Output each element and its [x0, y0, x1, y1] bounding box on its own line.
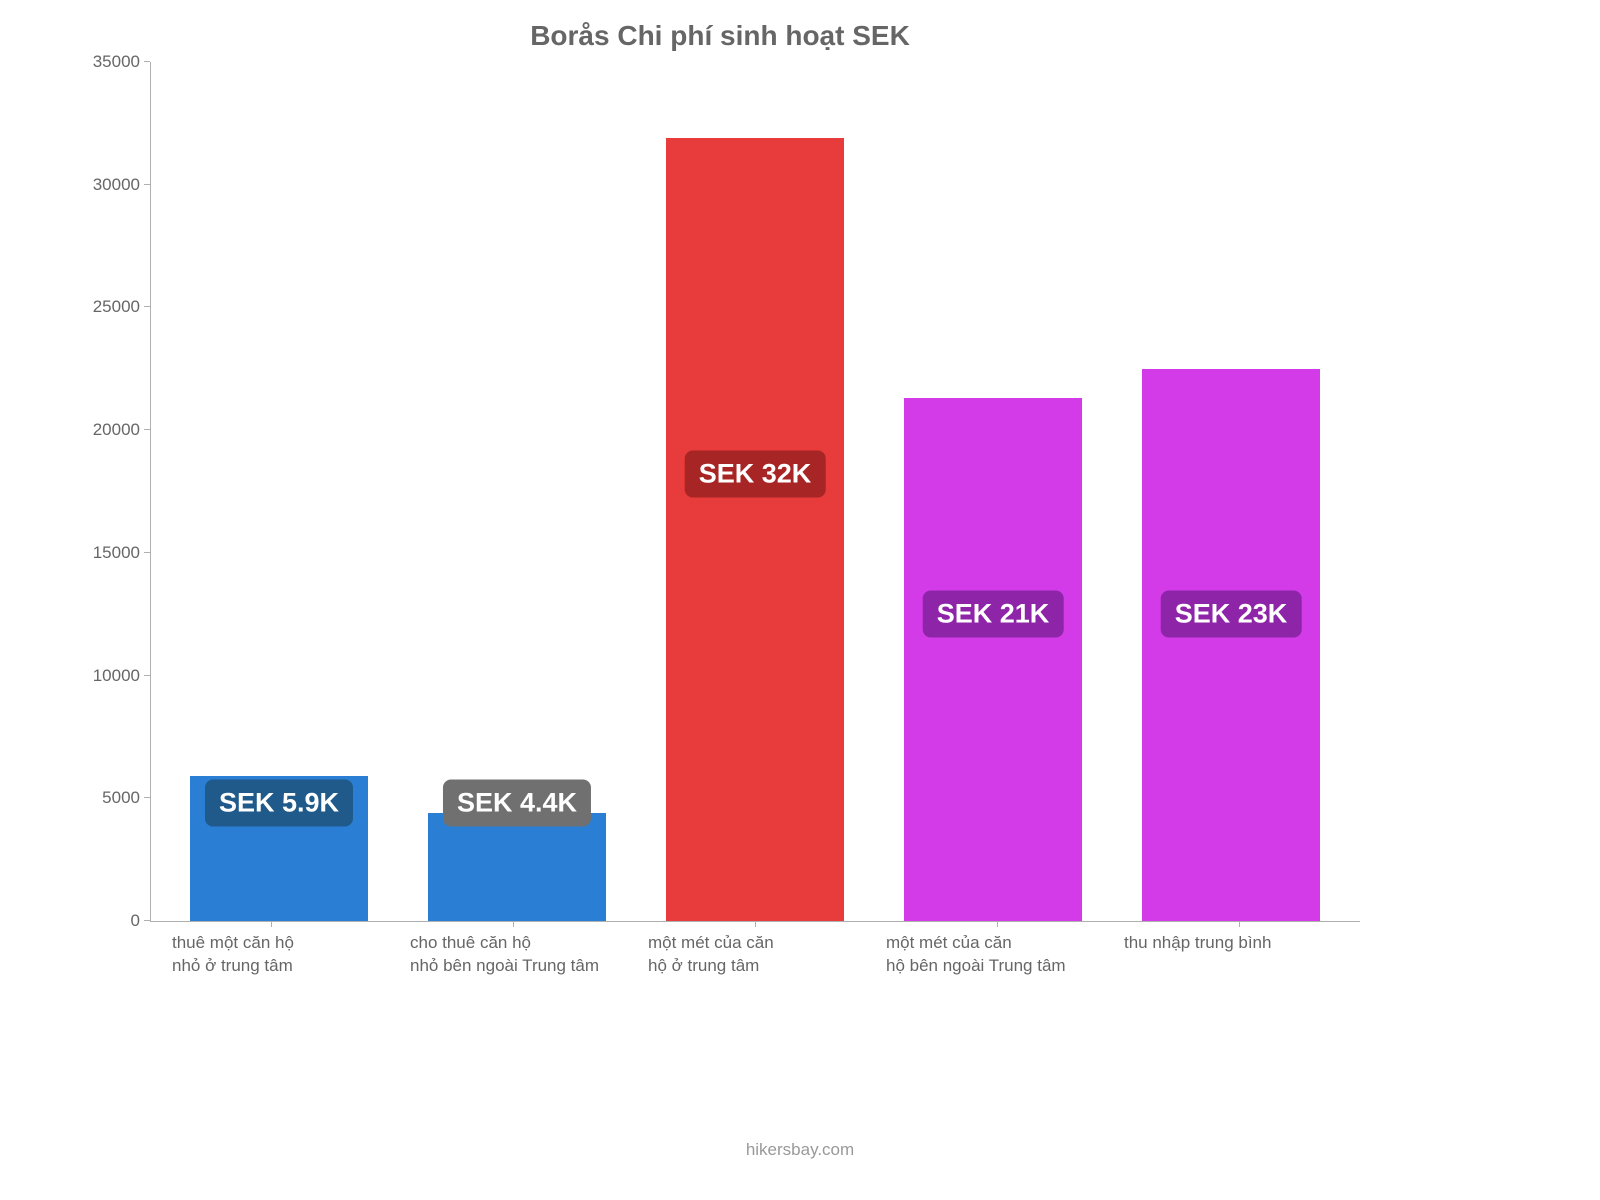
y-tick-label: 20000: [93, 420, 150, 440]
value-badge: SEK 21K: [923, 591, 1064, 638]
x-tick-mark: [755, 921, 756, 927]
value-badge: SEK 32K: [685, 451, 826, 498]
bar: [904, 398, 1083, 921]
x-tick-mark: [1239, 921, 1240, 927]
bar-slot: SEK 21K: [874, 62, 1112, 921]
y-tick-mark: [144, 306, 150, 307]
y-tick-label: 10000: [93, 666, 150, 686]
x-axis-label: thu nhập trung bình: [1112, 922, 1350, 978]
value-badge: SEK 23K: [1161, 591, 1302, 638]
y-tick-mark: [144, 184, 150, 185]
attribution-text: hikersbay.com: [746, 1140, 854, 1160]
bar: [1142, 369, 1321, 921]
y-tick-label: 35000: [93, 52, 150, 72]
value-badge: SEK 4.4K: [443, 780, 591, 827]
y-tick-mark: [144, 675, 150, 676]
bar-slot: SEK 5.9K: [160, 62, 398, 921]
bar: [666, 138, 845, 921]
x-labels-row: thuê một căn hộnhỏ ở trung tâmcho thuê c…: [150, 922, 1360, 978]
bar-slot: SEK 4.4K: [398, 62, 636, 921]
x-tick-mark: [997, 921, 998, 927]
y-tick-label: 25000: [93, 297, 150, 317]
x-tick-mark: [513, 921, 514, 927]
y-tick-label: 5000: [102, 788, 150, 808]
chart-title: Borås Chi phí sinh hoạt SEK: [80, 20, 1360, 52]
bar-slot: SEK 32K: [636, 62, 874, 921]
y-tick-label: 15000: [93, 543, 150, 563]
y-tick-mark: [144, 797, 150, 798]
bar: [428, 813, 607, 921]
chart-container: Borås Chi phí sinh hoạt SEK SEK 5.9KSEK …: [80, 20, 1360, 980]
bar-slot: SEK 23K: [1112, 62, 1350, 921]
x-axis-label: thuê một căn hộnhỏ ở trung tâm: [160, 922, 398, 978]
y-tick-mark: [144, 61, 150, 62]
y-tick-mark: [144, 552, 150, 553]
x-tick-mark: [271, 921, 272, 927]
y-tick-mark: [144, 920, 150, 921]
y-tick-mark: [144, 429, 150, 430]
x-axis-label: cho thuê căn hộnhỏ bên ngoài Trung tâm: [398, 922, 636, 978]
x-axis-label: một mét của cănhộ ở trung tâm: [636, 922, 874, 978]
plot-area: SEK 5.9KSEK 4.4KSEK 32KSEK 21KSEK 23K 05…: [150, 62, 1360, 922]
value-badge: SEK 5.9K: [205, 780, 353, 827]
x-axis-label: một mét của cănhộ bên ngoài Trung tâm: [874, 922, 1112, 978]
y-tick-label: 30000: [93, 175, 150, 195]
y-tick-label: 0: [131, 911, 150, 931]
bars-group: SEK 5.9K SEK 4.4K SEK 32K SEK 21K SEK 23K: [150, 62, 1360, 921]
